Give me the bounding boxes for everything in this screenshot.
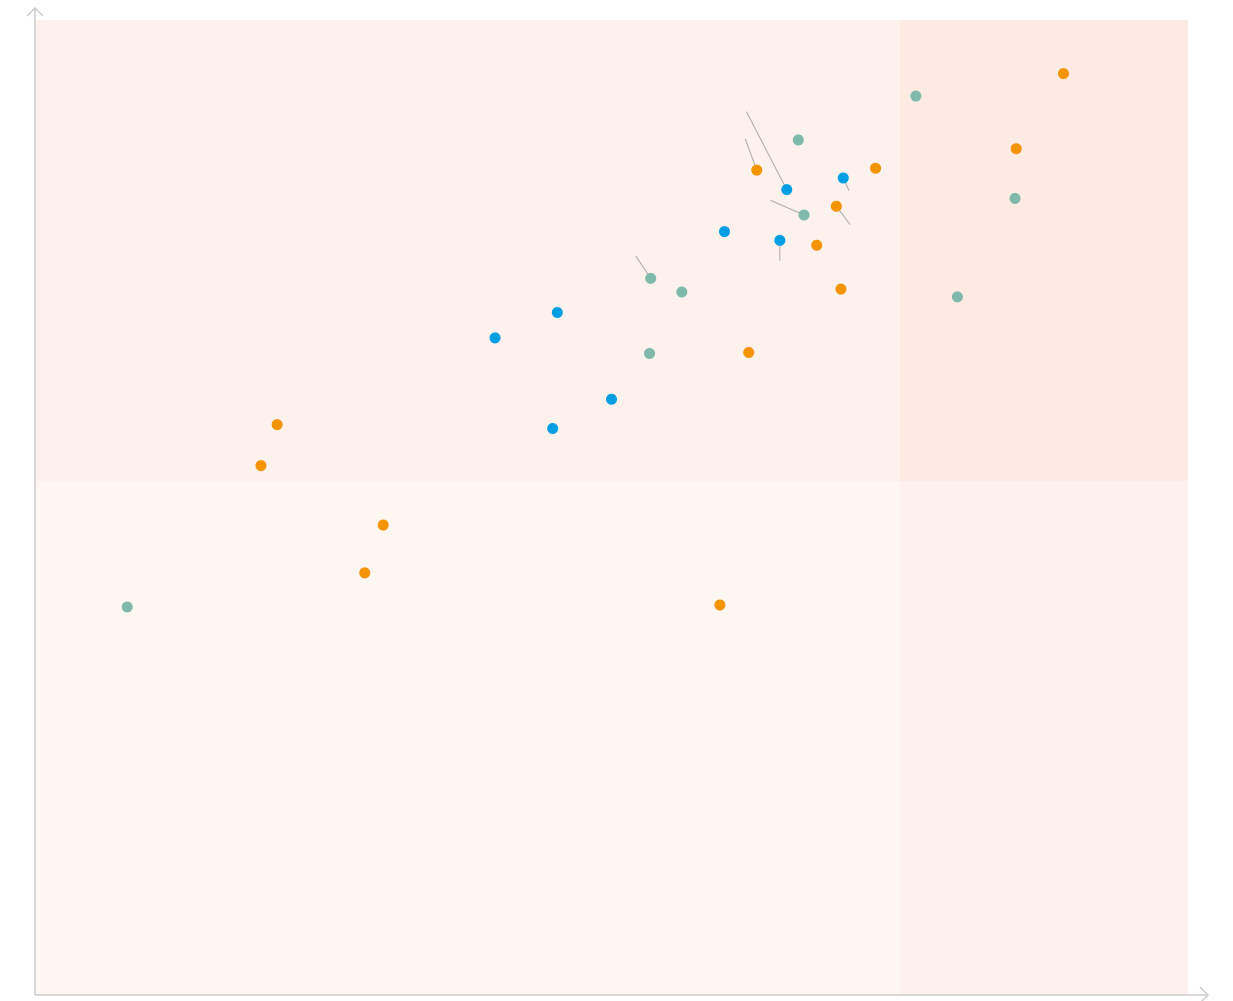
data-point-series-1	[714, 599, 726, 611]
data-point-series-1	[1057, 68, 1069, 80]
data-point-series-3	[798, 209, 810, 221]
y-axis-arrow	[26, 6, 44, 17]
quadrant-bottom-left	[35, 481, 900, 995]
x-axis-arrow	[1199, 986, 1210, 1001]
data-point-series-3	[645, 272, 657, 284]
data-point-series-1	[811, 239, 823, 251]
data-point-series-3	[676, 286, 688, 298]
quadrant-backgrounds	[35, 20, 1188, 995]
leader-line	[745, 111, 788, 190]
data-points	[121, 68, 1069, 613]
data-point-series-2	[551, 307, 563, 318]
data-point-series-3	[951, 291, 963, 303]
data-point-series-1	[1010, 143, 1022, 155]
data-point-series-1	[377, 519, 389, 531]
data-point-series-2	[774, 234, 786, 246]
axes	[26, 6, 1210, 1001]
leader-line	[770, 199, 805, 216]
data-point-series-2	[606, 393, 617, 405]
data-point-series-2	[781, 184, 793, 196]
data-point-series-1	[830, 200, 842, 212]
quadrant-top-right	[899, 20, 1188, 482]
data-point-series-3	[1009, 192, 1021, 204]
data-point-series-1	[835, 283, 847, 295]
leader-line	[744, 138, 758, 171]
data-point-series-2	[547, 423, 559, 435]
data-point-series-1	[359, 567, 371, 579]
data-point-series-2	[489, 332, 501, 344]
data-point-series-1	[271, 419, 283, 431]
data-point-series-1	[255, 460, 267, 472]
data-point-series-2	[718, 226, 730, 238]
quadrant-top-left	[35, 20, 900, 482]
data-point-series-1	[751, 164, 763, 176]
quadrant-bottom-right	[899, 481, 1188, 995]
data-point-series-2	[837, 172, 849, 184]
data-point-series-1	[743, 346, 755, 358]
data-point-series-3	[644, 347, 656, 359]
data-point-series-3	[121, 601, 133, 613]
data-point-series-1	[870, 162, 882, 174]
data-point-series-3	[910, 90, 922, 102]
data-point-series-3	[792, 134, 804, 146]
